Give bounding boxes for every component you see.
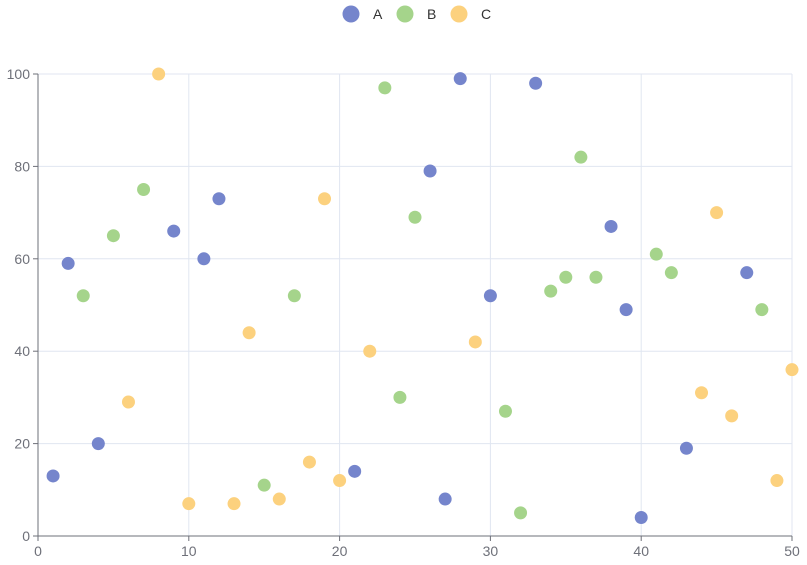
data-point[interactable] xyxy=(197,252,211,266)
y-tick-label: 0 xyxy=(22,528,30,544)
data-point[interactable] xyxy=(529,76,543,90)
x-tick-label: 0 xyxy=(34,543,42,559)
data-point[interactable] xyxy=(91,437,105,451)
data-point[interactable] xyxy=(664,266,678,280)
axes xyxy=(37,74,792,537)
data-point[interactable] xyxy=(333,474,347,488)
y-tick-labels: 0 20 40 60 80 100 xyxy=(7,66,31,544)
data-point[interactable] xyxy=(423,164,437,178)
data-point[interactable] xyxy=(76,289,90,303)
data-point[interactable] xyxy=(393,390,407,404)
data-point[interactable] xyxy=(514,506,528,520)
legend-marker xyxy=(342,5,360,23)
data-points xyxy=(46,67,799,525)
data-point[interactable] xyxy=(212,192,226,206)
legend-item-a[interactable]: A xyxy=(342,5,384,23)
x-tick-labels: 0 10 20 30 40 50 xyxy=(34,543,800,559)
data-point[interactable] xyxy=(167,224,181,238)
data-point[interactable] xyxy=(121,395,135,409)
x-tick-label: 20 xyxy=(332,543,348,559)
data-point[interactable] xyxy=(483,289,497,303)
y-tick-label: 100 xyxy=(7,66,31,82)
data-point[interactable] xyxy=(649,247,663,261)
data-point[interactable] xyxy=(363,344,377,358)
data-point[interactable] xyxy=(408,210,422,224)
legend-label: C xyxy=(481,6,491,22)
data-point[interactable] xyxy=(272,492,286,506)
data-point[interactable] xyxy=(378,81,392,95)
data-point[interactable] xyxy=(589,270,603,284)
data-point[interactable] xyxy=(46,469,60,483)
y-tick-label: 40 xyxy=(14,343,30,359)
grid-lines xyxy=(33,73,793,541)
series-c xyxy=(121,67,799,511)
data-point[interactable] xyxy=(137,183,151,196)
legend-label: B xyxy=(427,6,436,22)
y-tick-label: 60 xyxy=(14,251,30,267)
x-tick-label: 30 xyxy=(483,543,499,559)
data-point[interactable] xyxy=(318,192,332,206)
series-b xyxy=(76,81,769,520)
data-point[interactable] xyxy=(619,303,633,317)
legend-label: A xyxy=(373,6,383,22)
x-tick-label: 10 xyxy=(181,543,197,559)
x-tick-label: 50 xyxy=(784,543,800,559)
data-point[interactable] xyxy=(302,455,316,469)
legend-marker xyxy=(450,5,468,23)
x-tick-label: 40 xyxy=(633,543,649,559)
legend-item-b[interactable]: B xyxy=(396,5,437,23)
series-a xyxy=(46,72,754,525)
data-point[interactable] xyxy=(106,229,120,243)
data-point[interactable] xyxy=(287,289,301,303)
data-point[interactable] xyxy=(574,150,588,164)
data-point[interactable] xyxy=(740,266,754,280)
data-point[interactable] xyxy=(604,219,618,233)
data-point[interactable] xyxy=(227,497,241,511)
data-point[interactable] xyxy=(710,206,724,220)
data-point[interactable] xyxy=(770,474,784,488)
data-point[interactable] xyxy=(634,511,648,525)
data-point[interactable] xyxy=(679,441,693,455)
data-point[interactable] xyxy=(152,67,166,81)
data-point[interactable] xyxy=(559,270,573,284)
data-point[interactable] xyxy=(785,363,799,377)
data-point[interactable] xyxy=(453,72,467,86)
legend-item-c[interactable]: C xyxy=(450,5,492,23)
data-point[interactable] xyxy=(348,464,362,478)
y-tick-label: 20 xyxy=(14,436,30,452)
y-tick-label: 80 xyxy=(14,158,30,174)
data-point[interactable] xyxy=(438,492,452,506)
data-point[interactable] xyxy=(725,409,739,423)
data-point[interactable] xyxy=(242,326,256,340)
data-point[interactable] xyxy=(61,256,75,270)
data-point[interactable] xyxy=(695,386,709,400)
data-point[interactable] xyxy=(468,335,482,349)
data-point[interactable] xyxy=(257,478,271,492)
data-point[interactable] xyxy=(755,303,769,317)
data-point[interactable] xyxy=(498,404,512,418)
data-point[interactable] xyxy=(544,284,558,298)
legend-marker xyxy=(396,5,414,23)
legend: A B C xyxy=(342,5,492,23)
data-point[interactable] xyxy=(182,497,196,511)
